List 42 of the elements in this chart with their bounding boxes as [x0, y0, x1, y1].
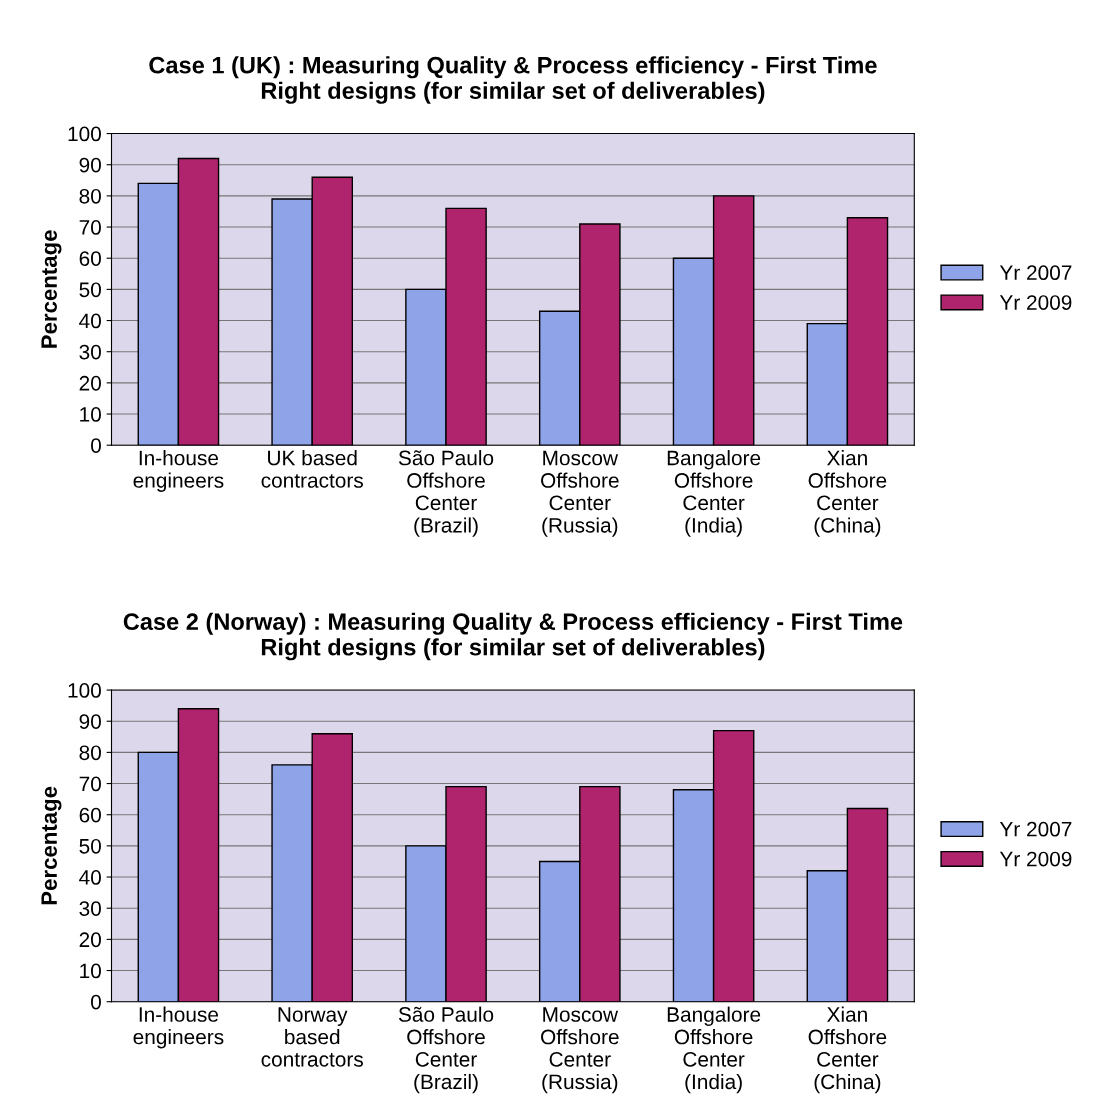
x-tick-label: Norway based contractors: [261, 1007, 363, 1067]
y-tick-label: 20: [79, 932, 101, 948]
y-tick-label: 50: [79, 838, 101, 854]
x-tick-label: In-house engineers: [133, 1006, 224, 1049]
x-tick-label: Moscow Offshore Center (Russia): [541, 1007, 619, 1094]
legend-label: Yr 2009: [999, 295, 1072, 310]
chart-title: Case 2 (Norway) : Measuring Quality & Process efficiency - First Time Right designs (for similar set of deliverables): [123, 612, 903, 661]
y-tick-label: 30: [79, 901, 101, 916]
y-tick-label: 80: [79, 188, 101, 204]
y-axis-title: Percentage: [41, 230, 62, 348]
y-tick-label: 100: [68, 126, 101, 142]
y-tick-label: 10: [80, 963, 101, 979]
x-tick-label: Moscow Offshore Center (Russia): [541, 450, 619, 537]
legend-label: Yr 2009: [999, 851, 1072, 867]
y-tick-label: 100: [68, 683, 101, 698]
x-tick-label: Xian Offshore Center (China): [808, 450, 887, 537]
y-tick-label: 0: [91, 994, 101, 1010]
y-tick-label: 60: [79, 251, 101, 266]
x-tick-label: UK based contractors: [261, 450, 363, 488]
y-tick-label: 10: [80, 407, 101, 422]
x-tick-label: In-house engineers: [133, 450, 224, 492]
y-tick-label: 20: [79, 375, 101, 391]
y-tick-label: 90: [79, 157, 101, 173]
y-tick-label: 30: [79, 344, 101, 360]
chart-title: Case 1 (UK) : Measuring Quality & Process efficiency - First Time Right designs (for similar set of deliverables): [149, 56, 877, 104]
x-tick-label: São Paulo Offshore Center (Brazil): [398, 450, 494, 537]
y-tick-label: 60: [79, 807, 101, 823]
x-tick-label: Xian Offshore Center (China): [808, 1006, 887, 1094]
x-tick-label: São Paulo Offshore Center (Brazil): [398, 1006, 494, 1094]
y-tick-label: 70: [79, 776, 101, 792]
legend-label: Yr 2007: [999, 821, 1072, 837]
x-tick-label: Bangalore Offshore Center (India): [667, 1006, 761, 1094]
legend-label: Yr 2007: [999, 265, 1072, 281]
y-axis-title: Percentage: [41, 786, 62, 905]
y-tick-label: 40: [79, 870, 101, 885]
y-tick-label: 40: [79, 313, 101, 329]
y-tick-label: 90: [79, 714, 101, 729]
y-tick-label: 0: [91, 438, 101, 453]
y-tick-label: 50: [79, 282, 101, 298]
x-tick-label: Bangalore Offshore Center (India): [667, 450, 761, 537]
y-tick-label: 80: [79, 745, 101, 761]
y-tick-label: 70: [79, 220, 101, 235]
